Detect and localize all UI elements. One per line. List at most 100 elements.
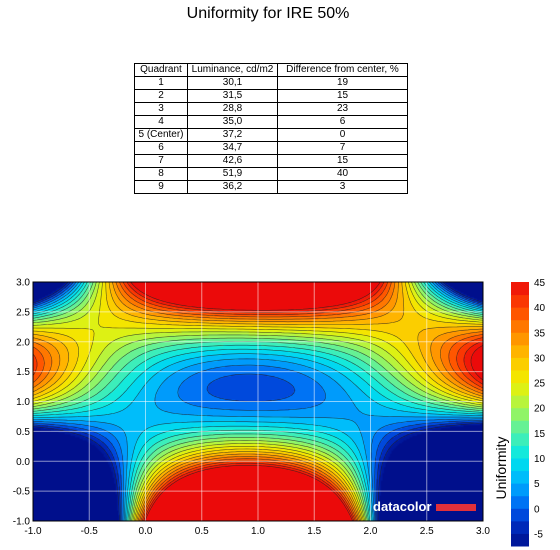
colorbar-band (511, 445, 529, 459)
cell-difference: 0 (277, 128, 408, 142)
colorbar-band (511, 307, 529, 321)
colorbar-tick-label: 25 (534, 379, 546, 390)
colorbar-label: Uniformity (493, 436, 509, 499)
colorbar-tick-label: 0 (534, 504, 540, 515)
cell-quadrant: 3 (134, 102, 188, 116)
y-axis: -1.0 -0.5 0.0 0.5 1.0 1.5 2.0 2.5 3.0 (13, 278, 31, 528)
table-row: 7 42,6 15 (134, 154, 408, 168)
cell-difference: 6 (277, 115, 408, 129)
cell-luminance: 30,1 (187, 76, 278, 90)
cell-luminance: 42,6 (187, 154, 278, 168)
cell-luminance: 37,2 (187, 128, 278, 142)
colorbar-band (511, 470, 529, 484)
colorbar-band (511, 370, 529, 384)
cell-quadrant: 5 (Center) (134, 128, 188, 142)
colorbar-tick-label: 10 (534, 454, 546, 465)
x-tick-label: 1.0 (251, 526, 265, 537)
cell-difference: 19 (277, 76, 408, 90)
colorbar-band (511, 533, 529, 547)
y-tick-label: 0.0 (16, 457, 30, 468)
cell-quadrant: 2 (134, 89, 188, 103)
x-tick-label: 2.5 (420, 526, 434, 537)
table-row: 2 31,5 15 (134, 89, 408, 103)
cell-quadrant: 9 (134, 180, 188, 194)
datacolor-logo-text: datacolor (373, 499, 432, 514)
cell-quadrant: 4 (134, 115, 188, 129)
grid-lines (32, 281, 484, 522)
cell-luminance: 31,5 (187, 89, 278, 103)
table-row: 9 36,2 3 (134, 180, 408, 194)
table-row: 6 34,7 7 (134, 141, 408, 155)
colorbar-tick-label: 5 (534, 479, 540, 490)
colorbar-band (511, 432, 529, 446)
uniformity-table: Quadrant Luminance, cd/m2 Difference fro… (134, 63, 408, 194)
colorbar-band (511, 344, 529, 358)
colorbar-band (511, 395, 529, 409)
x-tick-label: 1.5 (307, 526, 321, 537)
header-difference: Difference from center, % (277, 63, 408, 77)
cell-luminance: 28,8 (187, 102, 278, 116)
colorbar-tick-label: -5 (534, 529, 543, 540)
header-luminance: Luminance, cd/m2 (187, 63, 278, 77)
cell-quadrant: 6 (134, 141, 188, 155)
x-tick-label: 0.0 (139, 526, 153, 537)
cell-difference: 15 (277, 154, 408, 168)
colorbar-tick-label: 30 (534, 353, 546, 364)
y-tick-label: 2.0 (16, 337, 30, 348)
x-tick-label: -0.5 (81, 526, 99, 537)
y-tick-label: 0.5 (16, 427, 30, 438)
colorbar-tick-label: 35 (534, 328, 546, 339)
cell-luminance: 36,2 (187, 180, 278, 194)
colorbar-band (511, 458, 529, 472)
colorbar-band (511, 294, 529, 308)
cell-luminance: 34,7 (187, 141, 278, 155)
cell-quadrant: 7 (134, 154, 188, 168)
table-header-row: Quadrant Luminance, cd/m2 Difference fro… (134, 63, 408, 77)
cell-difference: 23 (277, 102, 408, 116)
cell-difference: 3 (277, 180, 408, 194)
cell-difference: 40 (277, 167, 408, 181)
contour-path (32, 281, 484, 522)
table-row: 5 (Center) 37,2 0 (134, 128, 408, 142)
colorbar: 45 40 35 30 25 20 15 10 5 0 -5 (511, 278, 546, 547)
colorbar-band (511, 495, 529, 509)
plot-frame (32, 281, 484, 522)
colorbar-tick-label: 15 (534, 429, 546, 440)
table-row: 8 51,9 40 (134, 167, 408, 181)
colorbar-band (511, 382, 529, 396)
y-tick-label: -0.5 (13, 487, 31, 498)
x-tick-label: 0.5 (195, 526, 209, 537)
chart-title: Uniformity for IRE 50% (186, 5, 350, 22)
uniformity-contour-plot: -1.0 -0.5 0.0 0.5 1.0 1.5 2.0 2.5 3.0 -1.0 -0.5 0.… (13, 278, 546, 547)
table-row: 4 35,0 6 (134, 115, 408, 129)
x-tick-label: -1.0 (24, 526, 42, 537)
y-tick-label: 3.0 (16, 278, 30, 289)
table-row: 1 30,1 19 (134, 76, 408, 90)
colorbar-tick-label: 20 (534, 404, 546, 415)
colorbar-band (511, 332, 529, 346)
header-quadrant: Quadrant (134, 63, 188, 77)
colorbar-band (511, 520, 529, 534)
colorbar-band (511, 483, 529, 497)
colorbar-band (511, 420, 529, 434)
colorbar-band (511, 508, 529, 522)
x-tick-label: 2.0 (364, 526, 378, 537)
contour-lines (32, 281, 484, 522)
y-tick-label: 2.5 (16, 307, 30, 318)
y-tick-label: 1.5 (16, 367, 30, 378)
cell-luminance: 35,0 (187, 115, 278, 129)
cell-luminance: 51,9 (187, 167, 278, 181)
y-tick-label: -1.0 (13, 517, 31, 528)
datacolor-logo: datacolor (373, 499, 476, 514)
table-row: 3 28,8 23 (134, 102, 408, 116)
cell-quadrant: 8 (134, 167, 188, 181)
colorbar-band (511, 357, 529, 371)
colorbar-band (511, 407, 529, 421)
x-tick-label: 3.0 (476, 526, 490, 537)
colorbar-tick-label: 45 (534, 278, 546, 289)
colorbar-tick-label: 40 (534, 303, 546, 314)
cell-quadrant: 1 (134, 76, 188, 90)
colorbar-band (511, 319, 529, 333)
cell-difference: 7 (277, 141, 408, 155)
y-tick-label: 1.0 (16, 397, 30, 408)
